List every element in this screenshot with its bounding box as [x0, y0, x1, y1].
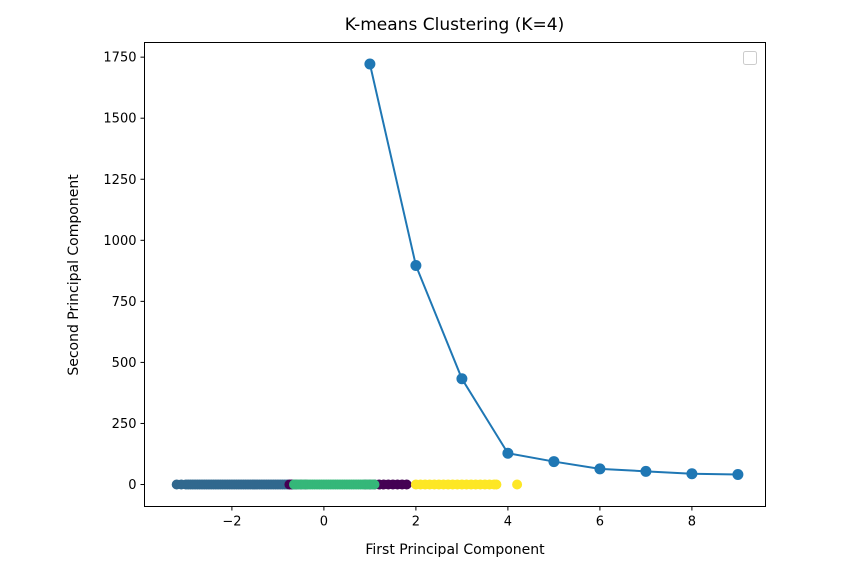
y-tick-label: 1750 — [103, 51, 136, 66]
y-tick-label: 0 — [128, 478, 136, 493]
elbow-point — [410, 259, 422, 271]
chart-title: K-means Clustering (K=4) — [345, 15, 564, 35]
y-tick-label: 1000 — [103, 234, 136, 249]
y-tick-label: 750 — [112, 295, 137, 310]
cluster-3-point — [491, 479, 502, 490]
elbow-point — [686, 468, 698, 480]
y-tick-label: 500 — [112, 356, 137, 371]
elbow-point — [364, 58, 376, 70]
x-axis-label: First Principal Component — [365, 542, 545, 558]
legend-box — [743, 51, 757, 65]
x-tick-label: 8 — [688, 515, 696, 530]
cluster-3-point — [512, 479, 523, 490]
plot-area — [171, 58, 744, 490]
cluster-1-point — [401, 479, 412, 490]
y-tick-label: 250 — [112, 417, 137, 432]
x-tick-label: 6 — [596, 515, 604, 530]
x-tick-label: 2 — [412, 515, 420, 530]
elbow-point — [548, 456, 560, 468]
x-tick-label: −2 — [222, 515, 241, 530]
cluster-2-point — [369, 479, 380, 490]
y-tick-label: 1250 — [103, 173, 136, 188]
x-axis: −2 0 2 4 6 8 — [222, 506, 696, 530]
axes-frame — [144, 42, 766, 507]
elbow-point — [640, 465, 652, 477]
y-tick-label: 1500 — [103, 112, 136, 127]
elbow-line — [368, 63, 738, 476]
x-tick-label: 4 — [504, 515, 512, 530]
y-axis: 0 250 500 750 1000 1250 1500 1750 — [103, 51, 145, 493]
elbow-point — [502, 447, 514, 459]
elbow-point — [732, 469, 744, 481]
x-tick-label: 0 — [320, 515, 328, 530]
elbow-point — [456, 373, 468, 385]
elbow-point — [594, 463, 606, 475]
y-axis-label: Second Principal Component — [66, 174, 82, 376]
